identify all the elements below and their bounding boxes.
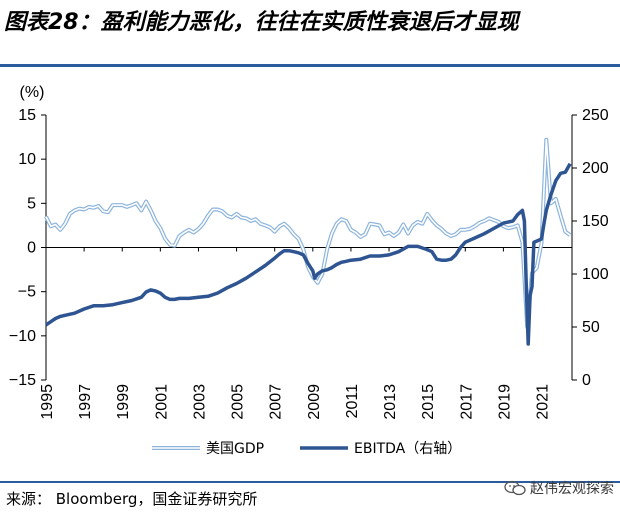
gdp-line-outer [44, 137, 572, 329]
x-tick-label: 2005 [230, 384, 247, 420]
x-tick-label: 2013 [382, 384, 399, 420]
series-lines [44, 137, 572, 346]
x-tick-label: 1997 [77, 384, 94, 420]
wechat-icon [504, 480, 526, 496]
x-tick-label: 2015 [420, 384, 437, 420]
watermark: 赵伟宏观探索 [504, 478, 614, 498]
ebitda-line [45, 162, 572, 346]
right-tick-label: 100 [582, 266, 609, 283]
bottom-rule [0, 481, 620, 483]
source-note: 来源： Bloomberg，国金证券研究所 [6, 490, 258, 508]
x-tick-label: 1999 [115, 384, 132, 420]
right-tick-label: 250 [582, 107, 609, 124]
x-tick-label: 2021 [535, 384, 552, 420]
right-tick-label: 200 [582, 160, 609, 177]
x-tick-label: 2009 [306, 384, 323, 420]
legend-ebitda-label: EBITDA（右轴） [354, 441, 461, 457]
left-tick-label: 5 [27, 195, 36, 212]
x-tick-label: 2003 [191, 384, 208, 420]
top-rule [0, 64, 620, 67]
right-tick-label: 150 [582, 213, 609, 230]
watermark-label: 赵伟宏观探索 [530, 481, 614, 497]
left-tick-label: −15 [9, 372, 36, 389]
left-tick-label: −5 [18, 284, 36, 301]
left-tick-label: 15 [18, 107, 36, 124]
x-tick-label: 1995 [39, 384, 56, 420]
left-tick-label: 0 [27, 240, 36, 257]
right-tick-label: 50 [582, 319, 600, 336]
x-tick-label: 2017 [458, 384, 475, 420]
left-tick-label: 10 [18, 151, 36, 168]
chart-title: 图表28：盈利能力恶化，往往在实质性衰退后才显现 [4, 10, 519, 35]
legend-gdp-label: 美国GDP [206, 441, 264, 457]
x-tick-label: 2007 [268, 384, 285, 420]
x-tick-label: 2019 [496, 384, 513, 420]
gdp-line-inner [45, 138, 571, 328]
x-tick-label: 2001 [153, 384, 170, 420]
x-tick-label: 2011 [344, 384, 361, 419]
left-tick-label: −10 [9, 328, 36, 345]
right-tick-label: 0 [582, 372, 591, 389]
legend: 美国GDP EBITDA（右轴） [152, 441, 461, 457]
left-axis-unit: (%) [20, 84, 45, 101]
